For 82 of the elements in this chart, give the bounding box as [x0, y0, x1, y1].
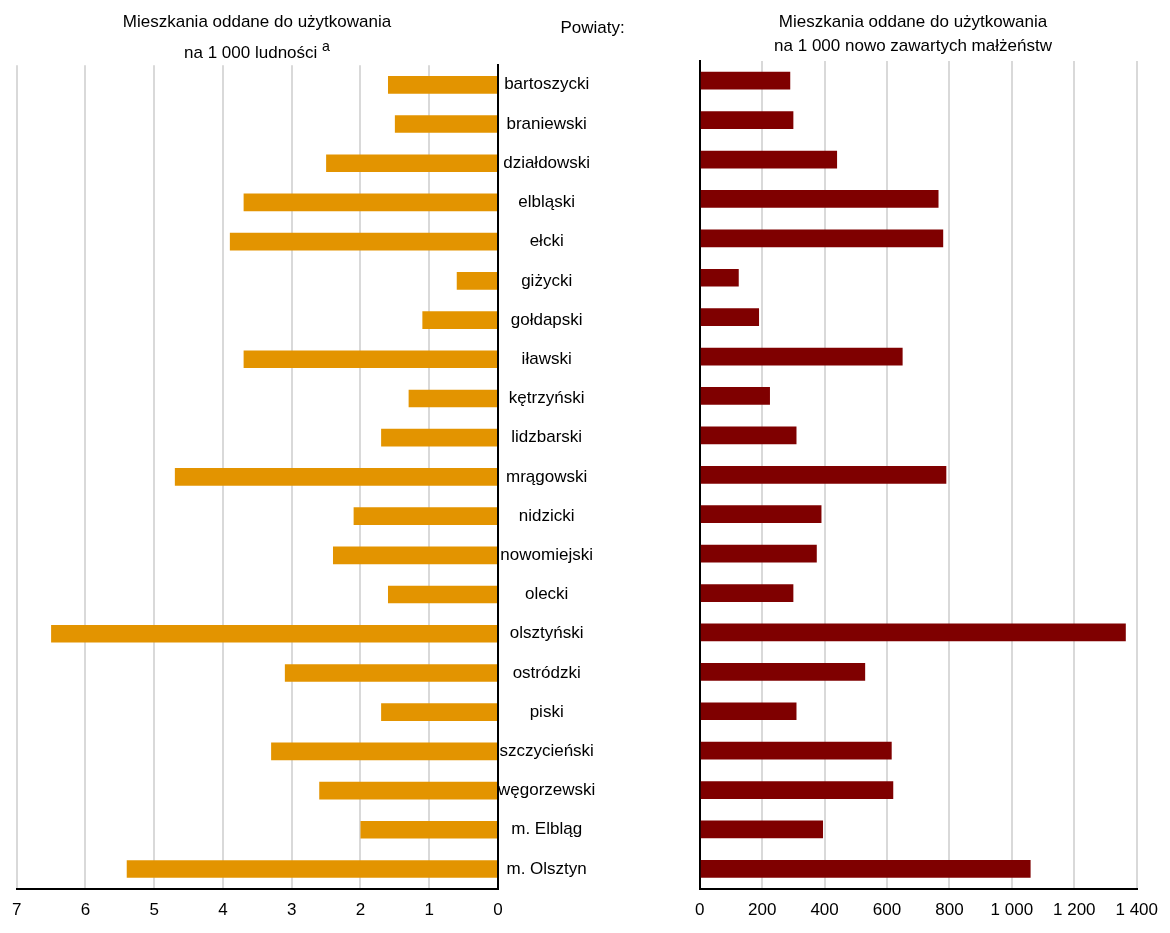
y-tick-label: ełcki: [529, 231, 564, 251]
y-tick-label: m. Elbląg: [511, 819, 583, 839]
bar: [229, 232, 497, 251]
x-tick-label: 0: [694, 900, 705, 920]
x-tick-label: 0: [493, 900, 503, 920]
bar: [456, 272, 497, 290]
bar: [700, 347, 903, 366]
bar: [700, 505, 822, 524]
chart-title: Mieszkania oddane do użytkowania na 1 000 nowo zawartych małżeństw: [773, 11, 1053, 57]
bar: [700, 781, 894, 799]
bar: [319, 781, 497, 800]
bar: [422, 311, 497, 329]
x-tick-label: 200: [747, 900, 777, 920]
bar: [700, 623, 1126, 642]
bar: [360, 820, 497, 839]
bar: [700, 308, 760, 327]
y-tick-label: giżycki: [521, 270, 573, 290]
bar: [243, 193, 497, 212]
bar: [700, 268, 739, 287]
bar: [388, 585, 497, 604]
bar: [700, 465, 947, 484]
x-tick-label: 7: [11, 900, 22, 920]
x-tick-label: 1 400: [1115, 900, 1158, 920]
bar: [381, 428, 497, 447]
bar: [243, 350, 497, 369]
bar: [326, 154, 497, 173]
bar: [126, 860, 497, 878]
bar: [700, 860, 1031, 878]
y-tick-label: bartoszycki: [504, 74, 590, 94]
y-tick-label: nowomiejski: [500, 545, 593, 565]
y-tick-label: działdowski: [503, 152, 591, 172]
bar: [700, 190, 939, 208]
bar: [700, 387, 770, 405]
bar: [284, 664, 497, 682]
y-tick-label: szczycieński: [499, 741, 594, 761]
bar: [700, 662, 866, 681]
bar: [700, 111, 794, 129]
bar: [700, 741, 892, 760]
bar: [700, 584, 794, 602]
bar: [51, 624, 497, 643]
bar: [388, 75, 497, 94]
y-tick-label: olsztyński: [509, 623, 584, 643]
bar: [332, 546, 497, 565]
x-tick-label: 1 200: [1053, 900, 1096, 920]
y-tick-label: węgorzewski: [497, 780, 596, 800]
bar: [381, 703, 497, 721]
y-tick-label: ostródzki: [512, 662, 581, 682]
x-tick-label: 2: [355, 900, 366, 920]
x-tick-label: 400: [810, 900, 839, 920]
x-tick-label: 5: [149, 900, 159, 920]
bar: [394, 115, 497, 133]
y-tick-label: nidzicki: [518, 505, 575, 525]
x-tick-label: 4: [218, 900, 228, 920]
bar: [174, 468, 497, 486]
y-tick-label: piski: [529, 701, 564, 721]
x-tick-label: 3: [287, 900, 297, 920]
bar: [700, 150, 838, 169]
y-tick-label: m. Olsztyn: [506, 858, 587, 878]
bar: [700, 229, 944, 248]
chart-title: Mieszkania oddane do użytkowania na 1 000 ludności $^{a}$: [121, 11, 393, 64]
bar: [700, 820, 824, 839]
x-tick-label: 800: [935, 900, 964, 920]
y-tick-label: braniewski: [506, 113, 587, 133]
y-tick-label: mrągowski: [506, 466, 588, 486]
y-tick-label: gołdapski: [510, 309, 583, 329]
bar: [700, 544, 817, 563]
y-axis-title: Powiaty:: [559, 18, 626, 38]
bar: [408, 389, 497, 408]
bar: [700, 426, 797, 445]
y-tick-label: elbląski: [518, 192, 576, 212]
bar: [700, 71, 791, 90]
x-tick-label: 1 000: [990, 900, 1034, 920]
x-tick-label: 600: [872, 900, 902, 920]
y-tick-label: kętrzyński: [508, 388, 585, 408]
bar: [271, 742, 497, 761]
bar: [353, 507, 497, 525]
y-tick-label: lidzbarski: [511, 427, 583, 447]
x-tick-label: 1: [424, 900, 434, 920]
x-tick-label: 6: [80, 900, 91, 920]
bar: [700, 702, 797, 721]
y-tick-label: olecki: [524, 584, 569, 604]
y-tick-label: iławski: [521, 348, 572, 368]
